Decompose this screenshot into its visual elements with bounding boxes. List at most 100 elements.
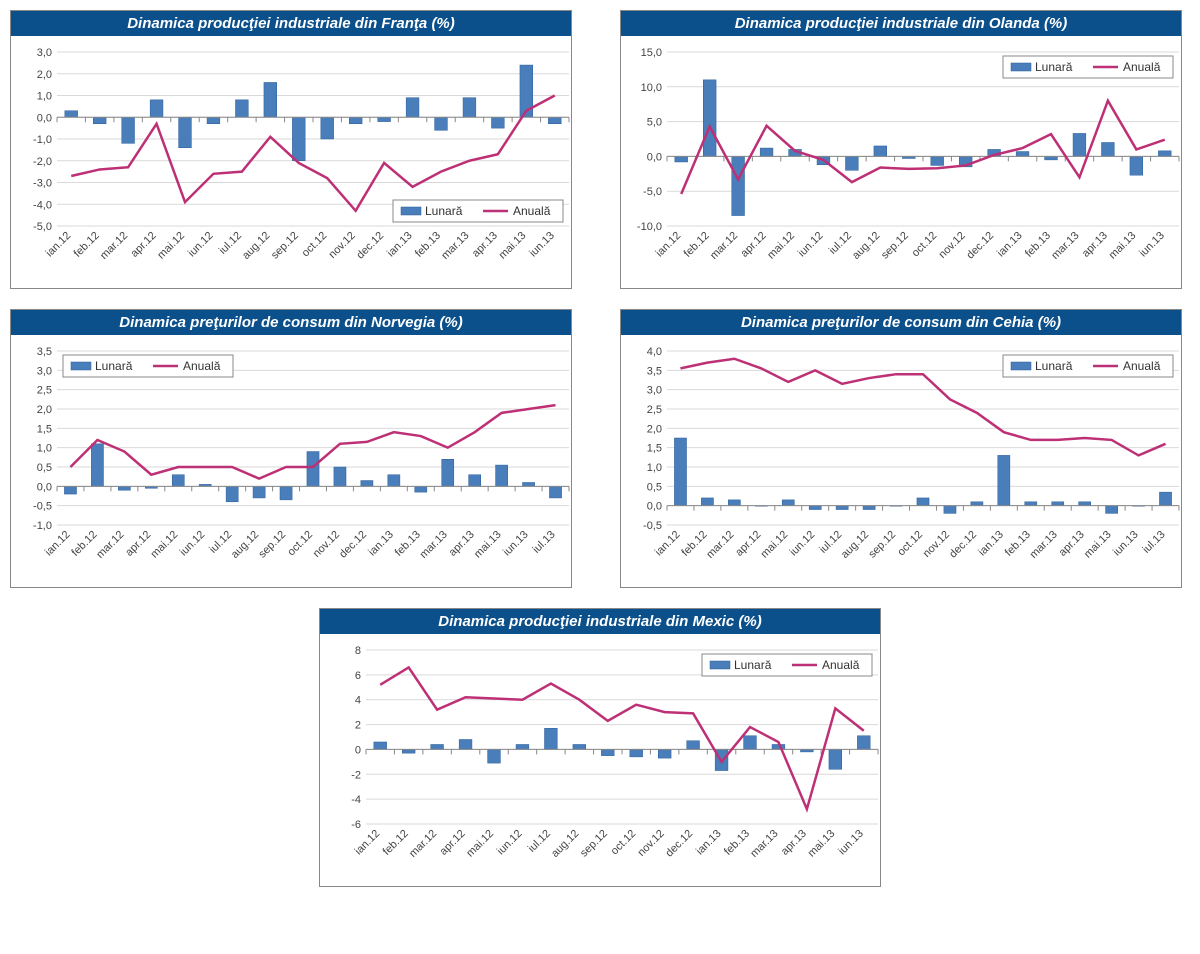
x-label: iun.12 (495, 828, 525, 858)
x-label: mar.12 (407, 828, 439, 860)
legend: Lunară Anuală (63, 355, 233, 377)
svg-text:5,0: 5,0 (647, 117, 662, 129)
svg-text:-3,0: -3,0 (33, 178, 52, 190)
bar-iun.12 (516, 744, 529, 749)
bar-apr.12 (760, 148, 773, 156)
bar-ian.13 (388, 475, 400, 487)
bar-dec.12 (361, 481, 373, 487)
svg-text:Lunară: Lunară (95, 359, 133, 373)
x-label: ian.13 (995, 230, 1025, 260)
x-label: mai.13 (497, 230, 529, 262)
svg-text:0,5: 0,5 (647, 481, 662, 493)
svg-text:10,0: 10,0 (641, 82, 662, 94)
svg-text:0,0: 0,0 (37, 112, 52, 124)
x-label: dec.12 (947, 529, 979, 561)
x-label: apr.13 (1057, 529, 1087, 559)
bar-ian.12 (374, 742, 387, 749)
x-label: ian.12 (653, 529, 683, 559)
chart-title: Dinamica producţiei industriale din Fran… (11, 11, 571, 36)
bar-iun.13 (548, 117, 561, 124)
x-label: oct.12 (285, 529, 315, 559)
x-label: apr.12 (123, 529, 153, 559)
chart-france: Dinamica producţiei industriale din Fran… (10, 10, 572, 289)
svg-text:3,5: 3,5 (37, 346, 52, 358)
bar-mar.12 (728, 500, 740, 506)
bar-iun.12 (809, 506, 821, 510)
bar-mar.13 (772, 744, 785, 749)
bar-ian.13 (1016, 152, 1029, 157)
bar-mar.12 (118, 486, 130, 490)
legend: LunarăAnuală (1003, 56, 1173, 78)
chart-title: Dinamica producţiei industriale din Olan… (621, 11, 1181, 36)
svg-text:4,0: 4,0 (647, 346, 662, 358)
svg-text:-1,0: -1,0 (33, 134, 52, 146)
bar-apr.13 (1079, 502, 1091, 506)
svg-text:-1,0: -1,0 (33, 520, 52, 532)
svg-text:-5,0: -5,0 (33, 221, 52, 233)
svg-text:2,0: 2,0 (37, 404, 52, 416)
svg-text:3,5: 3,5 (647, 365, 662, 377)
svg-text:0,0: 0,0 (647, 501, 662, 513)
x-label: nov.12 (937, 230, 968, 261)
svg-text:6: 6 (355, 670, 361, 682)
bar-apr.12 (459, 739, 472, 749)
x-label: iun.13 (1111, 529, 1141, 559)
bar-iul.12 (226, 486, 238, 501)
bar-apr.13 (491, 117, 504, 128)
plot-area: -1,0-0,50,00,51,01,52,02,53,03,5ian.12fe… (11, 335, 571, 587)
bar-oct.12 (917, 498, 929, 506)
bar-apr.13 (1101, 142, 1114, 156)
x-label: mai.12 (759, 529, 791, 561)
x-label: dec.12 (964, 230, 996, 262)
x-label: ian.13 (694, 828, 724, 858)
bar-ian.12 (64, 486, 76, 494)
plot-area: -6-4-202468ian.12feb.12mar.12apr.12mai.1… (320, 634, 880, 886)
chart-czech: Dinamica preţurilor de consum din Cehia … (620, 309, 1182, 588)
bar-iul.12 (836, 506, 848, 510)
bar-mai.13 (829, 749, 842, 769)
x-label: aug.12 (549, 828, 581, 860)
bar-iun.12 (207, 117, 220, 124)
plot-area: -0,50,00,51,01,52,02,53,03,54,0ian.12feb… (621, 335, 1181, 587)
chart-norway: Dinamica preţurilor de consum din Norveg… (10, 309, 572, 588)
bar-ian.13 (406, 98, 419, 118)
x-label: sep.12 (866, 529, 898, 561)
bar-oct.12 (630, 749, 643, 756)
line-series (681, 101, 1165, 194)
svg-text:Lunară: Lunară (1035, 359, 1073, 373)
plot-area: -5,0-4,0-3,0-2,0-1,00,01,02,03,0ian.12fe… (11, 36, 571, 288)
bar-dec.12 (378, 117, 391, 121)
line-series (71, 96, 555, 211)
x-label: apr.13 (470, 230, 500, 260)
x-label: feb.13 (722, 828, 752, 858)
bar-ian.12 (65, 111, 78, 118)
x-label: feb.12 (381, 828, 411, 858)
x-label: sep.12 (578, 828, 610, 860)
x-label: oct.12 (300, 230, 330, 260)
svg-text:2,5: 2,5 (647, 404, 662, 416)
svg-text:3,0: 3,0 (647, 385, 662, 397)
bar-oct.12 (931, 156, 944, 165)
bar-dec.12 (687, 741, 700, 750)
bar-aug.12 (874, 146, 887, 156)
svg-text:Anuală: Anuală (183, 359, 221, 373)
x-label: iun.12 (796, 230, 826, 260)
chart-netherlands: Dinamica producţiei industriale din Olan… (620, 10, 1182, 289)
bar-iul.12 (845, 156, 858, 170)
svg-text:-4,0: -4,0 (33, 199, 52, 211)
svg-text:-2: -2 (351, 769, 361, 781)
bar-sep.12 (280, 486, 292, 500)
plot-area: -10,0-5,00,05,010,015,0ian.12feb.12mar.1… (621, 36, 1181, 288)
bar-feb.13 (744, 736, 757, 750)
chart-title: Dinamica preţurilor de consum din Norveg… (11, 310, 571, 335)
bar-feb.12 (701, 498, 713, 506)
x-label: iun.13 (1137, 230, 1167, 260)
svg-text:-5,0: -5,0 (643, 186, 662, 198)
x-label: mar.13 (418, 529, 450, 561)
x-label: nov.12 (327, 230, 358, 261)
x-label: mar.13 (1028, 529, 1060, 561)
x-label: mai.12 (155, 230, 187, 262)
x-label: feb.12 (72, 230, 102, 260)
svg-text:Anuală: Anuală (1123, 60, 1161, 74)
bar-mar.13 (1073, 133, 1086, 156)
